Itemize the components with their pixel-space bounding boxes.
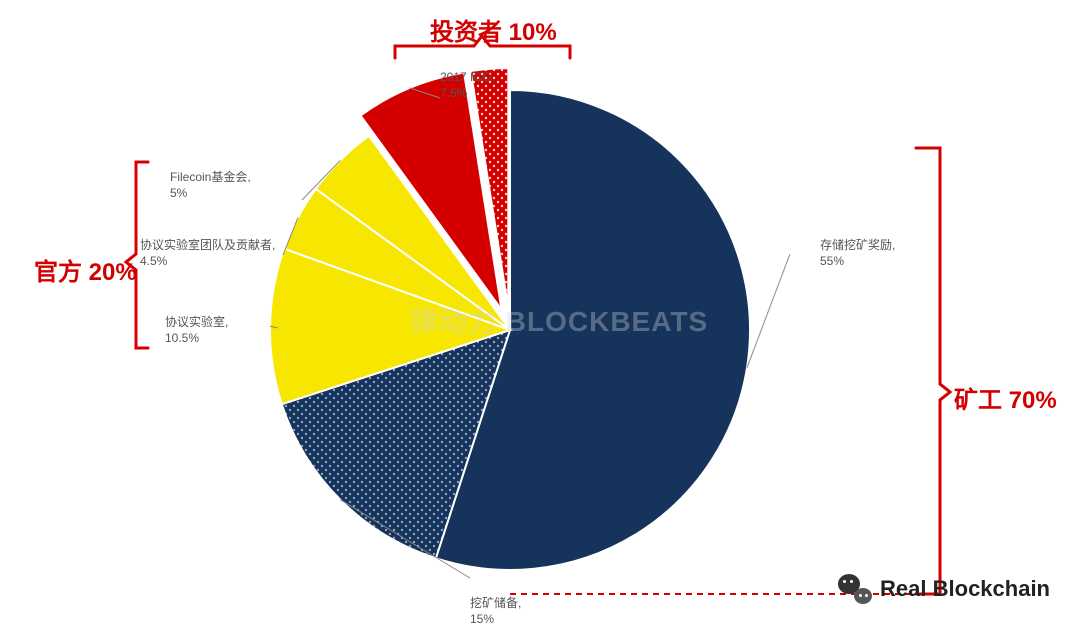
label-ico: 2017 ICO,7.5% (440, 70, 495, 101)
label-miner_reserve: 挖矿储备,15% (470, 596, 521, 624)
group-official: 官方 20% (34, 252, 137, 287)
chart-stage: { "pie": { "type": "pie", "center": {"x"… (0, 0, 1080, 624)
label-miner_storage: 存储挖矿奖励,55% (820, 238, 895, 269)
footer: Real Blockchain (838, 574, 1050, 604)
wechat-icon (838, 574, 872, 604)
footer-text: Real Blockchain (880, 576, 1050, 602)
label-foundation: Filecoin基金会,5% (170, 170, 251, 201)
label-protocol_labs: 协议实验室,10.5% (165, 315, 228, 346)
group-miners: 矿工 70% (954, 380, 1057, 415)
pie-svg (0, 0, 1080, 624)
label-team: 协议实验室团队及贡献者,4.5% (140, 238, 275, 269)
group-investors: 投资者 10% (430, 12, 557, 47)
